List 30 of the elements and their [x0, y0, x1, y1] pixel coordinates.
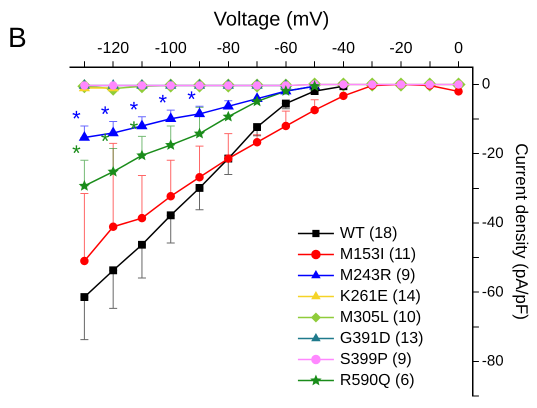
legend-label: WT (18)	[340, 224, 398, 242]
annotation: *	[72, 106, 82, 132]
x-tick-label: -40	[332, 40, 356, 58]
legend-label: M153I (11)	[340, 246, 416, 263]
y-tick-label: -60	[482, 283, 504, 300]
y-tick-label: -80	[482, 352, 504, 370]
y-axis-title: Current density (pA/pF)	[512, 143, 532, 320]
x-axis-title: Voltage (mV)	[214, 8, 330, 31]
y-tick-label: -20	[482, 144, 504, 162]
legend-label: G391D (13)	[340, 330, 424, 347]
x-tick-label: 0	[454, 40, 464, 58]
x-tick-label: -100	[154, 40, 187, 58]
annotation: *	[158, 90, 168, 116]
annotation: *	[130, 96, 139, 122]
annotation: *	[100, 128, 110, 154]
annotation: *	[100, 102, 110, 127]
legend-label: K261E (14)	[340, 288, 421, 305]
text: B	[8, 22, 27, 54]
y-tick-label: 0	[482, 76, 490, 93]
x-tick-label: -60	[274, 40, 298, 58]
x-tick-label: -80	[216, 40, 240, 58]
x-tick-label: -120	[97, 40, 130, 58]
legend-label: M305L (10)	[340, 308, 422, 326]
y-tick-label: -40	[482, 214, 504, 232]
legend-label: R590Q (6)	[340, 372, 415, 389]
annotation: *	[187, 86, 196, 112]
x-tick-label: -20	[389, 40, 413, 58]
legend-label: S399P (9)	[340, 350, 412, 368]
legend-label: M243R (9)	[340, 266, 416, 284]
annotation: *	[72, 140, 82, 166]
